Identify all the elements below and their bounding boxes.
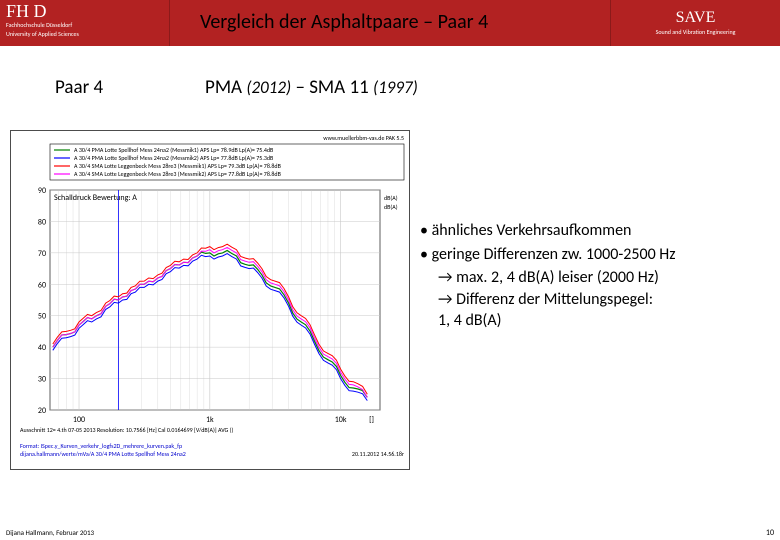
svg-text:20: 20 (38, 406, 46, 416)
bullet-2c: 1, 4 dB(A) (438, 310, 780, 332)
logo-fhd: FH D (6, 2, 163, 20)
subheader: Paar 4 PMA (2012) – SMA 11 (1997) (55, 76, 780, 99)
bullet-2b: → Differenz der Mittelungspegel: (438, 289, 780, 311)
sub-year1: (2012) (246, 77, 291, 98)
svg-text:A 30/4 SMA Lotte Leggenbeck Me: A 30/4 SMA Lotte Leggenbeck Mess 28re3 (… (74, 170, 281, 178)
svg-text:dB(A): dB(A) (384, 194, 398, 202)
svg-text:Schalldruck Bewertung: A: Schalldruck Bewertung: A (54, 193, 137, 203)
svg-text:dijana.hallmann/werte/mVa/A 30: dijana.hallmann/werte/mVa/A 30/4 PMA Lot… (20, 450, 186, 458)
bullet-1: ähnliches Verkehrsaufkommen (420, 220, 780, 242)
logo-save-sub: Sound and Vibration Engineering (656, 28, 736, 36)
svg-text:60: 60 (38, 280, 46, 290)
svg-text:A 30/4 PMA Lotte Spellhof Mess: A 30/4 PMA Lotte Spellhof Mess 24na2 (Me… (74, 154, 273, 162)
svg-text:A 30/4 SMA Lotte Leggenbeck Me: A 30/4 SMA Lotte Leggenbeck Mess 28re3 (… (74, 162, 281, 170)
subheader-left: Paar 4 (55, 76, 175, 99)
subheader-right: PMA (2012) – SMA 11 (1997) (205, 76, 418, 99)
svg-text:30: 30 (38, 375, 46, 385)
svg-text:100: 100 (73, 415, 85, 425)
svg-text:80: 80 (38, 217, 46, 227)
logo-save: SAVE (676, 10, 716, 26)
header-right: SAVE Sound and Vibration Engineering (610, 0, 780, 46)
content-area: www.muellerbbm-vas.de PAK 5.5 A 30/4 PMA … (10, 130, 770, 490)
spectrum-chart: www.muellerbbm-vas.de PAK 5.5 A 30/4 PMA … (10, 130, 410, 470)
svg-text:[]: [] (369, 415, 374, 425)
logo-sub1: Fachhochschule Düsseldorf (6, 22, 163, 29)
svg-text:A 30/4 PMA Lotte Spellhof Mess: A 30/4 PMA Lotte Spellhof Mess 24na2 (Me… (74, 146, 273, 154)
svg-text:Format: ISpec.y_Kurven_verkehr: Format: ISpec.y_Kurven_verkehr_logfs2D_m… (20, 442, 182, 450)
svg-text:20.11.2012 14.56.18r: 20.11.2012 14.56.18r (352, 450, 404, 458)
footer: Dijana Hallmann, Februar 2013 10 (0, 528, 780, 538)
svg-text:dB(A): dB(A) (384, 203, 398, 211)
bullet-2a: → max. 2, 4 dB(A) leiser (2000 Hz) (438, 267, 780, 289)
svg-text:10k: 10k (335, 415, 347, 425)
svg-text:Ausschnitt 12= 4.th 07-05 2013: Ausschnitt 12= 4.th 07-05 2013 Resolutio… (20, 426, 233, 434)
sub-year2: (1997) (373, 77, 418, 98)
header-left: FH D Fachhochschule Düsseldorf Universit… (0, 0, 170, 46)
sub-mid: – SMA 11 (295, 76, 373, 99)
footer-author: Dijana Hallmann, Februar 2013 (6, 528, 94, 538)
footer-page: 10 (766, 528, 774, 538)
bullet-list: ähnliches Verkehrsaufkommen geringe Diff… (420, 220, 780, 332)
svg-text:90: 90 (38, 186, 46, 196)
svg-text:www.muellerbbm-vas.de PAK 5: www.muellerbbm-vas.de PAK 5.5 (323, 134, 404, 142)
logo-sub2: University of Applied Sciences (6, 31, 163, 38)
sub-prefix: PMA (205, 76, 242, 99)
slide-title: Vergleich der Asphaltpaare – Paar 4 (200, 10, 488, 34)
bullet-2: geringe Differenzen zw. 1000-2500 Hz (420, 244, 780, 266)
svg-text:50: 50 (38, 312, 46, 322)
svg-text:40: 40 (38, 343, 46, 353)
svg-text:1k: 1k (206, 415, 214, 425)
svg-text:70: 70 (38, 249, 46, 259)
